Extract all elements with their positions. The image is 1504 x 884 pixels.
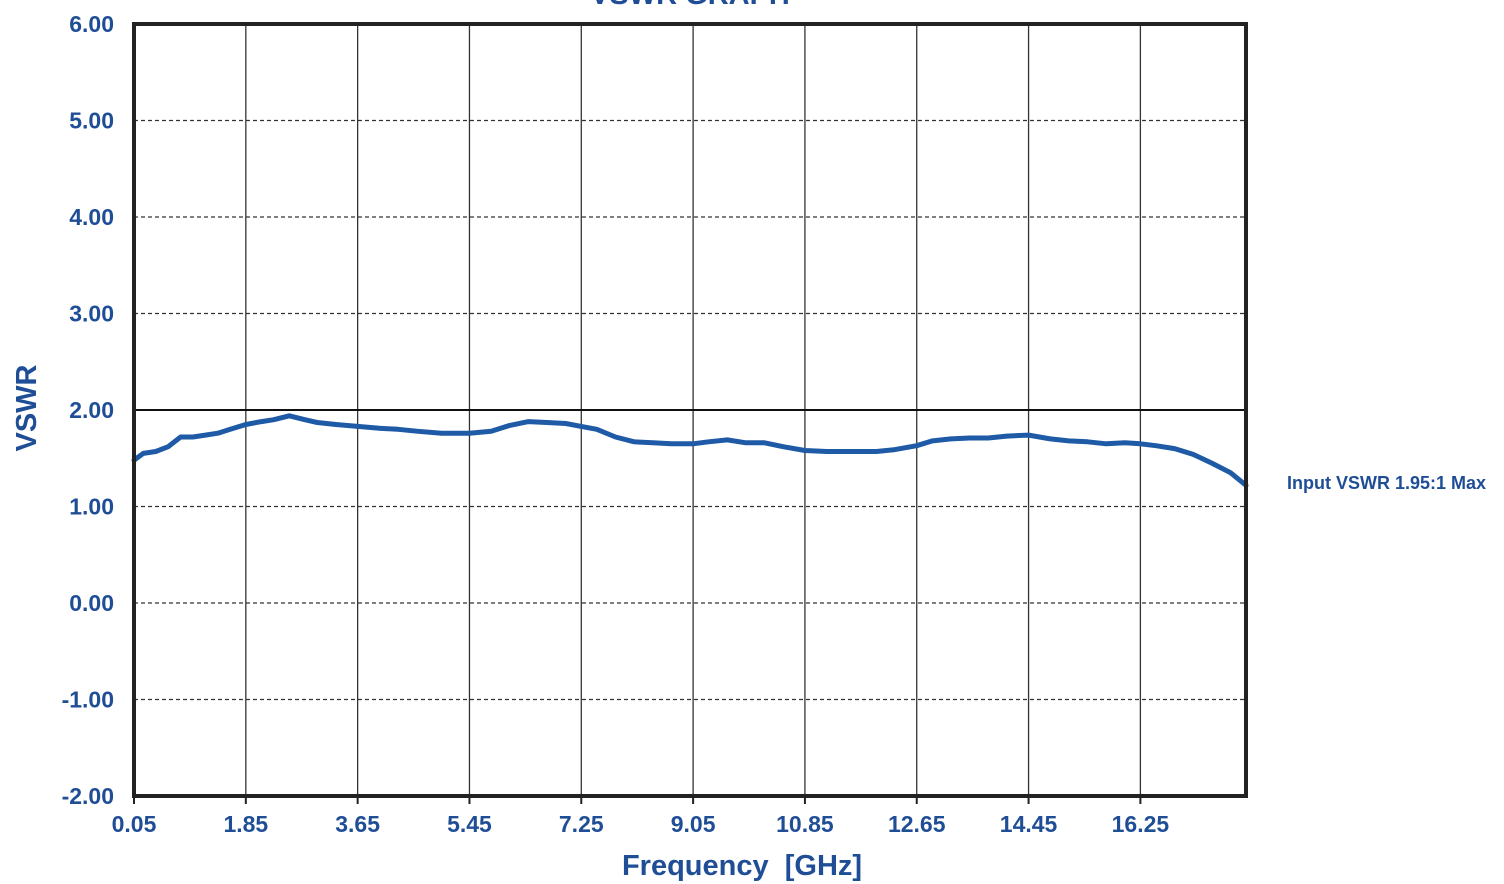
x-tick-label: 5.45: [447, 811, 492, 837]
series-layer: [131, 413, 1249, 488]
y-tick-label: 0.00: [69, 590, 114, 616]
x-tick-label: 10.85: [776, 811, 834, 837]
y-tick-label: -1.00: [62, 687, 114, 713]
y-tick-label: 6.00: [69, 11, 114, 37]
y-axis-ticks: 6.00 5.00 4.00 3.00 2.00 1.00 0.00 -1.00 -2.00: [62, 11, 114, 809]
y-tick-label: -2.00: [62, 783, 114, 809]
x-tick-label: 14.45: [1000, 811, 1058, 837]
x-axis-ticks: 0.05 1.85 3.65 5.45 7.25 9.05 10.85 12.65 14.45 1…: [112, 796, 1170, 837]
plot-frame: [132, 22, 1248, 798]
vswr-series-line: [131, 413, 1249, 488]
x-tick-label: 9.05: [671, 811, 716, 837]
x-tick-label: 1.85: [223, 811, 268, 837]
x-tick-label: 16.25: [1112, 811, 1170, 837]
y-axis-title: VSWR: [11, 364, 43, 451]
y-tick-label: 3.00: [69, 301, 114, 327]
x-axis-title: Frequency [GHz]: [622, 850, 862, 882]
y-tick-label: 1.00: [69, 494, 114, 520]
y-tick-label: 4.00: [69, 204, 114, 230]
x-tick-label: 0.05: [112, 811, 157, 837]
max-vswr-annotation: Input VSWR 1.95:1 Max: [1287, 473, 1486, 493]
x-tick-label: 7.25: [559, 811, 604, 837]
x-tick-label: 12.65: [888, 811, 946, 837]
x-tick-label: 3.65: [335, 811, 380, 837]
y-tick-label: 5.00: [69, 108, 114, 134]
y-tick-label: 2.00: [69, 397, 114, 423]
chart-title: VSWR GRAPH: [590, 0, 790, 11]
